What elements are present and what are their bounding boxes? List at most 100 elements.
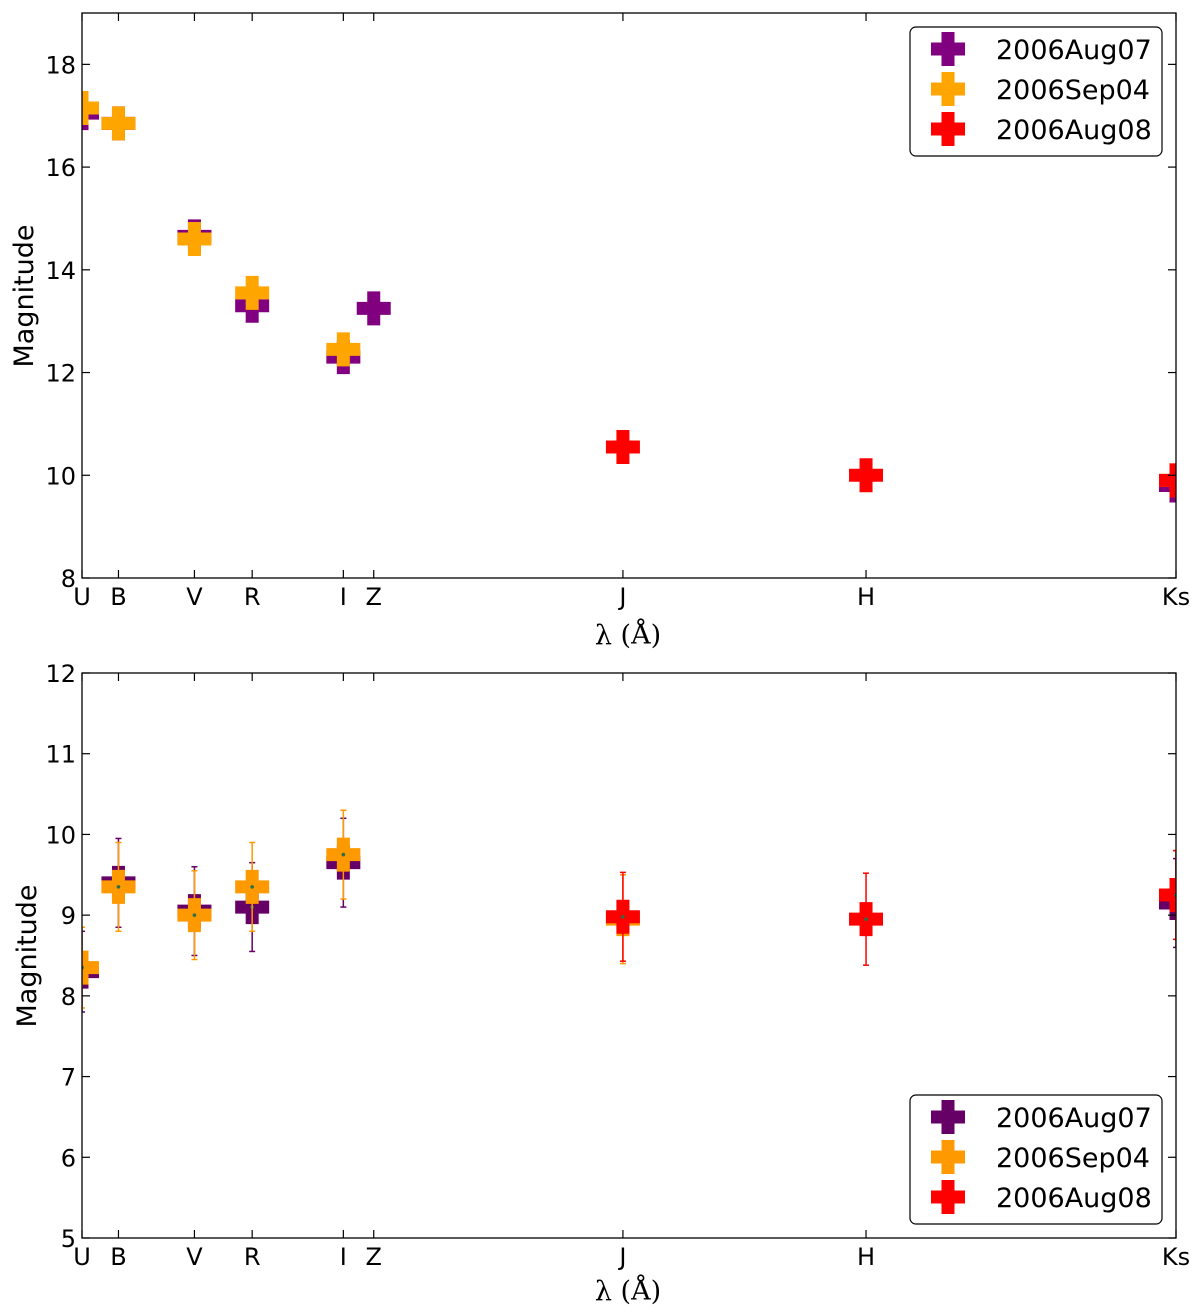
legend-label: 2006Aug07 <box>996 1103 1152 1134</box>
bottom-panel: 5 6 7 8 9 10 11 12 U B V R I Z J H Ks Magnitude λ (Å) 2… <box>12 660 1190 1307</box>
x-tick-label: B <box>110 583 126 611</box>
legend-label: 2006Aug08 <box>996 1183 1152 1214</box>
plus-marker <box>1159 877 1176 912</box>
point-center-dot <box>864 917 868 921</box>
point-center-dot <box>621 914 625 919</box>
bottom-plot-frame <box>81 672 1177 1239</box>
x-tick-label: B <box>110 1243 126 1271</box>
data-point-2006Aug08 <box>849 872 884 966</box>
data-point-2006Sep04 <box>235 275 270 310</box>
legend-label: 2006Aug08 <box>996 115 1152 146</box>
top-x-axis-label: λ (Å) <box>595 618 661 651</box>
top-panel: 8 10 12 14 16 18 U B V R I Z J H Ks Magnitude λ (Å) 2… <box>9 12 1190 651</box>
x-tick-label: Ks <box>1162 1243 1190 1271</box>
legend-marker <box>931 1100 965 1134</box>
plus-marker <box>82 91 99 126</box>
plus-marker <box>849 458 884 493</box>
legend-item: 2006Aug08 <box>931 112 1152 146</box>
top-y-ticks: 8 10 12 14 16 18 <box>45 51 1176 593</box>
legend-item: 2006Aug07 <box>931 1100 1152 1134</box>
legend-marker <box>931 72 965 106</box>
legend-item: 2006Aug07 <box>931 32 1152 66</box>
point-center-dot <box>250 885 254 889</box>
x-tick-label: Z <box>366 1243 382 1271</box>
bottom-y-ticks: 5 6 7 8 9 10 11 12 <box>45 660 1176 1253</box>
plus-marker <box>82 950 99 985</box>
y-tick-label: 10 <box>45 462 76 490</box>
plus-marker <box>101 106 136 141</box>
bottom-data-marks <box>82 809 1176 1013</box>
x-tick-label: Ks <box>1162 583 1190 611</box>
point-center-dot <box>116 885 121 889</box>
x-tick-label: U <box>73 1243 91 1271</box>
plus-marker <box>1159 463 1176 498</box>
top-legend: 2006Aug07 2006Sep04 2006Aug08 <box>909 26 1163 157</box>
x-tick-label: J <box>617 1243 626 1271</box>
data-point-2006Sep04 <box>177 222 212 256</box>
x-tick-label: R <box>244 1243 261 1271</box>
data-point-2006Aug08 <box>849 458 884 493</box>
legend-marker <box>931 1180 965 1214</box>
y-tick-label: 12 <box>45 360 76 388</box>
legend-item: 2006Sep04 <box>931 72 1150 106</box>
plus-marker <box>356 291 391 326</box>
legend-box <box>909 1094 1163 1225</box>
bottom-y-axis-label: Magnitude <box>12 884 43 1027</box>
top-data-marks <box>82 91 1176 503</box>
y-tick-label: 14 <box>45 257 76 285</box>
legend-marker <box>931 32 965 66</box>
y-tick-label: 6 <box>61 1144 76 1172</box>
data-point-2006Aug08 <box>605 430 640 465</box>
x-tick-label: Z <box>366 583 382 611</box>
point-center-dot <box>192 913 197 917</box>
data-point-2006Sep04 <box>82 91 99 126</box>
bottom-x-ticks: U B V R I Z J H Ks <box>73 673 1190 1271</box>
y-tick-label: 8 <box>61 983 76 1011</box>
plus-marker <box>235 275 270 310</box>
legend-marker <box>931 112 965 146</box>
data-point-2006Sep04 <box>101 841 136 933</box>
data-point-2006Sep04 <box>326 809 361 900</box>
point-center-dot <box>341 852 346 857</box>
legend-label: 2006Sep04 <box>996 75 1150 106</box>
y-tick-label: 10 <box>45 821 76 849</box>
plus-marker <box>605 430 640 465</box>
y-tick-label: 11 <box>45 741 76 769</box>
y-tick-label: 9 <box>61 902 76 930</box>
legend-item: 2006Sep04 <box>931 1140 1150 1174</box>
x-tick-label: I <box>340 1243 347 1271</box>
bottom-x-axis-label: λ (Å) <box>595 1274 661 1307</box>
x-tick-label: R <box>244 583 261 611</box>
y-tick-label: 7 <box>61 1064 76 1092</box>
y-tick-label: 5 <box>61 1225 76 1253</box>
x-tick-label: H <box>857 1243 875 1271</box>
y-tick-label: 8 <box>61 565 76 593</box>
x-tick-label: I <box>340 583 347 611</box>
plus-marker <box>326 332 361 367</box>
legend-box <box>909 26 1163 157</box>
data-point-2006Sep04 <box>101 106 136 141</box>
legend-item: 2006Aug08 <box>931 1180 1152 1214</box>
data-point-2006Aug08 <box>1159 463 1176 498</box>
x-tick-label: V <box>186 1243 203 1271</box>
legend-label: 2006Aug07 <box>996 35 1152 66</box>
data-point-2006Aug07 <box>356 291 391 326</box>
data-point-2006Sep04 <box>235 841 270 933</box>
top-x-ticks: U B V R I Z J H Ks <box>73 13 1190 611</box>
legend-marker <box>931 1140 965 1174</box>
y-tick-label: 18 <box>45 51 76 79</box>
y-tick-label: 16 <box>45 154 76 182</box>
x-tick-label: J <box>617 583 626 611</box>
bottom-legend: 2006Aug07 2006Sep04 2006Aug08 <box>909 1094 1163 1225</box>
x-tick-label: H <box>857 583 875 611</box>
top-plot-frame <box>81 12 1177 579</box>
data-point-2006Sep04 <box>326 332 361 367</box>
y-tick-label: 12 <box>45 660 76 688</box>
x-tick-label: V <box>186 583 203 611</box>
data-point-2006Sep04 <box>177 870 212 961</box>
x-tick-label: U <box>73 583 91 611</box>
plus-marker <box>177 222 212 256</box>
legend-label: 2006Sep04 <box>996 1143 1150 1174</box>
top-y-axis-label: Magnitude <box>9 224 40 367</box>
